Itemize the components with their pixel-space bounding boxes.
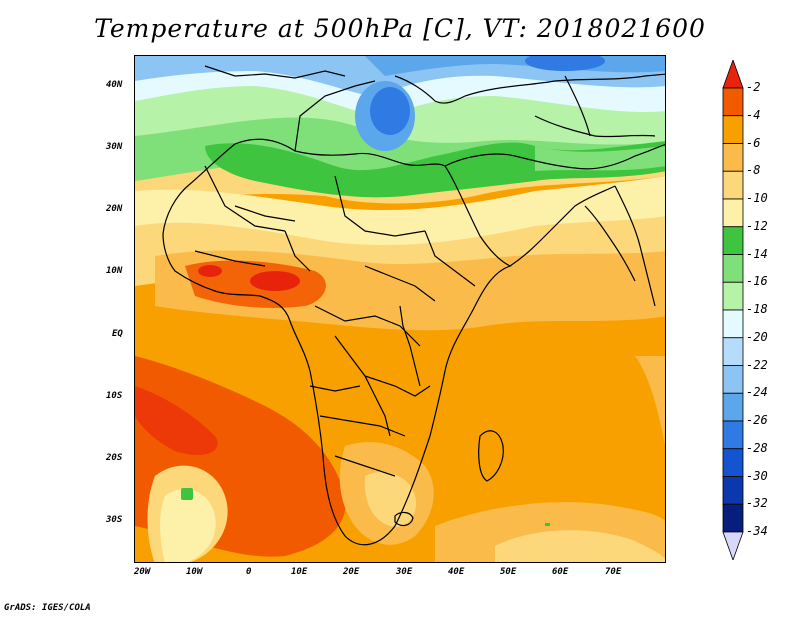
lat-label-30n: 30N xyxy=(106,142,123,152)
colorbar-swatch xyxy=(722,254,744,283)
colorbar-swatch xyxy=(722,198,744,228)
colorbar-swatch xyxy=(722,226,744,255)
lat-label-10n: 10N xyxy=(106,266,123,276)
colorbar-swatch xyxy=(722,420,744,450)
temperature-field xyxy=(135,56,665,562)
lat-label-30s: 30S xyxy=(106,515,123,525)
colorbar-swatch xyxy=(722,392,744,422)
colorbar-swatch xyxy=(722,337,744,366)
colorbar-label: -28 xyxy=(746,440,768,455)
colorbar-swatch xyxy=(722,309,744,339)
colorbar-label: -6 xyxy=(746,135,761,150)
colorbar-swatch xyxy=(722,281,744,311)
colorbar-label: -26 xyxy=(746,413,768,427)
colorbar xyxy=(722,60,744,560)
colorbar-label: -2 xyxy=(746,80,761,94)
lon-label-70e: 70E xyxy=(605,567,622,577)
plot-title: Temperature at 500hPa [C], VT: 201802160… xyxy=(94,14,706,43)
colorbar-swatch xyxy=(722,170,744,200)
colorbar-label: -10 xyxy=(746,191,768,205)
lon-label-0: 0 xyxy=(246,567,252,577)
colorbar-label: -24 xyxy=(746,385,768,400)
colorbar-label: -14 xyxy=(746,246,768,261)
lat-label-10s: 10S xyxy=(106,391,123,401)
lon-label-10e: 10E xyxy=(291,567,308,577)
lon-label-20e: 20E xyxy=(343,567,360,577)
lon-label-30e: 30E xyxy=(396,567,413,577)
lat-label-20n: 20N xyxy=(106,204,123,214)
colorbar-label: -20 xyxy=(746,329,768,344)
lat-label-40n: 40N xyxy=(106,80,123,90)
colorbar-swatch xyxy=(722,365,744,394)
colorbar-label: -16 xyxy=(746,274,768,289)
lat-label-20s: 20S xyxy=(106,453,123,463)
colorbar-label: -22 xyxy=(746,357,768,372)
colorbar-label: -8 xyxy=(746,163,761,178)
colorbar-label: -30 xyxy=(746,468,768,483)
credit-text: GrADS: IGES/COLA xyxy=(4,603,91,613)
lon-label-10w: 10W xyxy=(186,567,203,577)
lon-label-60e: 60E xyxy=(552,567,569,577)
colorbar-swatch xyxy=(722,143,744,172)
lon-label-40e: 40E xyxy=(448,567,465,577)
colorbar-swatch xyxy=(722,448,744,477)
colorbar-swatch xyxy=(722,60,744,89)
colorbar-label: -12 xyxy=(746,218,768,233)
colorbar-swatch xyxy=(722,531,744,560)
colorbar-swatch xyxy=(722,476,744,505)
colorbar-label: -32 xyxy=(746,496,768,511)
map-panel xyxy=(134,55,666,563)
lon-label-20w: 20W xyxy=(134,567,151,577)
lat-label-eq: EQ xyxy=(112,329,123,339)
lon-label-50e: 50E xyxy=(500,567,517,577)
colorbar-swatch xyxy=(722,503,744,533)
colorbar-label: -34 xyxy=(746,524,768,538)
colorbar-label: -18 xyxy=(746,302,768,316)
colorbar-swatch xyxy=(722,115,744,144)
colorbar-swatch xyxy=(722,87,744,117)
colorbar-label: -4 xyxy=(746,107,761,122)
